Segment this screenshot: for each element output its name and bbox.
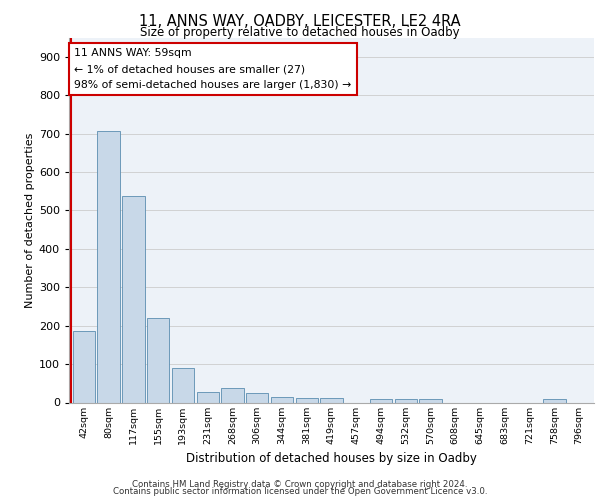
Bar <box>271 397 293 402</box>
Bar <box>320 398 343 402</box>
Bar <box>246 394 268 402</box>
Bar <box>370 398 392 402</box>
Bar <box>543 399 566 402</box>
Bar <box>122 196 145 402</box>
Y-axis label: Number of detached properties: Number of detached properties <box>25 132 35 308</box>
Bar <box>419 400 442 402</box>
Bar <box>172 368 194 402</box>
Text: Contains HM Land Registry data © Crown copyright and database right 2024.: Contains HM Land Registry data © Crown c… <box>132 480 468 489</box>
Text: 11 ANNS WAY: 59sqm
← 1% of detached houses are smaller (27)
98% of semi-detached: 11 ANNS WAY: 59sqm ← 1% of detached hous… <box>74 48 352 90</box>
Bar <box>73 332 95 402</box>
Text: Size of property relative to detached houses in Oadby: Size of property relative to detached ho… <box>140 26 460 39</box>
Text: 11, ANNS WAY, OADBY, LEICESTER, LE2 4RA: 11, ANNS WAY, OADBY, LEICESTER, LE2 4RA <box>139 14 461 29</box>
Bar <box>147 318 169 402</box>
Text: Contains public sector information licensed under the Open Government Licence v3: Contains public sector information licen… <box>113 487 487 496</box>
X-axis label: Distribution of detached houses by size in Oadby: Distribution of detached houses by size … <box>186 452 477 465</box>
Bar <box>221 388 244 402</box>
Bar <box>296 398 318 402</box>
Bar <box>197 392 219 402</box>
Bar <box>97 131 120 402</box>
Bar <box>395 398 417 402</box>
